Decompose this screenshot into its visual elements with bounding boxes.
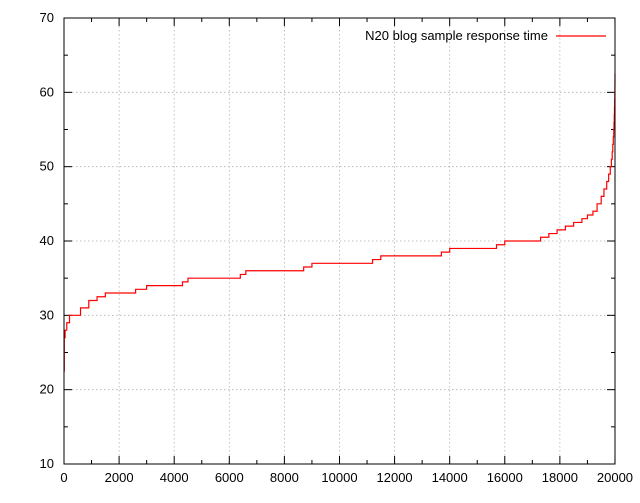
x-tick-label: 10000 — [321, 470, 357, 485]
y-tick-label: 60 — [40, 84, 54, 99]
y-tick-label: 10 — [40, 456, 54, 471]
x-tick-label: 14000 — [432, 470, 468, 485]
x-tick-label: 18000 — [542, 470, 578, 485]
y-tick-label: 70 — [40, 10, 54, 25]
y-tick-label: 50 — [40, 159, 54, 174]
x-tick-label: 4000 — [160, 470, 189, 485]
x-tick-label: 20000 — [597, 470, 633, 485]
response-time-chart: 0 2000 4000 6000 8000 10000 12000 14000 16000 180… — [0, 0, 640, 503]
chart-svg: 0 2000 4000 6000 8000 10000 12000 14000 16000 180… — [0, 0, 640, 503]
x-tick-label: 2000 — [105, 470, 134, 485]
x-tick-label: 16000 — [487, 470, 523, 485]
x-tick-label: 8000 — [270, 470, 299, 485]
x-tick-label: 6000 — [215, 470, 244, 485]
y-tick-label: 30 — [40, 307, 54, 322]
x-tick-label: 12000 — [377, 470, 413, 485]
y-tick-label: 40 — [40, 233, 54, 248]
legend-label: N20 blog sample response time — [365, 28, 548, 43]
y-tick-label: 20 — [40, 382, 54, 397]
x-tick-label: 0 — [60, 470, 67, 485]
